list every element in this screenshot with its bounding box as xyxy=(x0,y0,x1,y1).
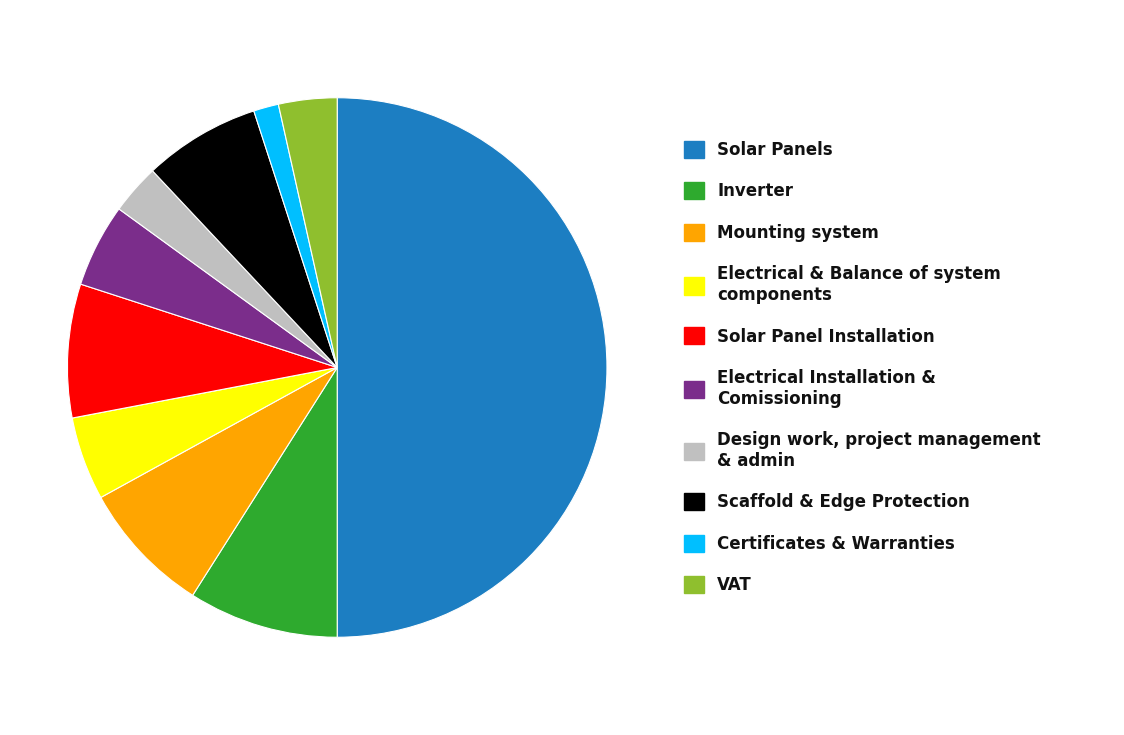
Wedge shape xyxy=(119,171,337,368)
Wedge shape xyxy=(67,284,337,418)
Wedge shape xyxy=(279,98,337,368)
Wedge shape xyxy=(254,104,337,368)
Legend: Solar Panels, Inverter, Mounting system, Electrical & Balance of system
componen: Solar Panels, Inverter, Mounting system,… xyxy=(683,140,1041,595)
Wedge shape xyxy=(72,368,337,498)
Wedge shape xyxy=(81,209,337,368)
Wedge shape xyxy=(192,368,337,637)
Wedge shape xyxy=(337,98,607,637)
Wedge shape xyxy=(153,111,337,368)
Wedge shape xyxy=(101,368,337,595)
